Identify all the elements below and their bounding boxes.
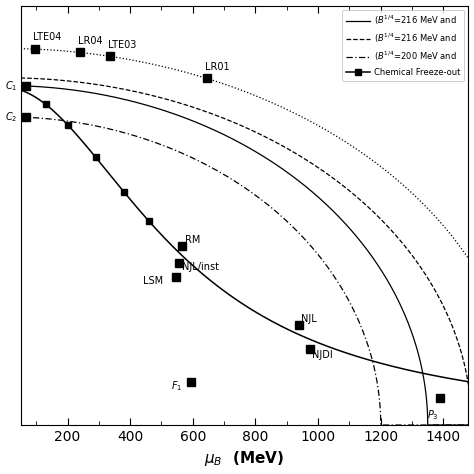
Text: NJDI: NJDI bbox=[312, 350, 333, 360]
Text: NJL/inst: NJL/inst bbox=[182, 262, 219, 272]
Text: $F_1$: $F_1$ bbox=[171, 379, 182, 393]
Legend: ($B^{1/4}$=216 MeV and, ($B^{1/4}$=216 MeV and, ($B^{1/4}$=200 MeV and, Chemical: ($B^{1/4}$=216 MeV and, ($B^{1/4}$=216 M… bbox=[342, 10, 464, 81]
Text: LR04: LR04 bbox=[79, 36, 103, 46]
Text: LTE04: LTE04 bbox=[33, 32, 62, 42]
Text: RM: RM bbox=[185, 236, 200, 246]
X-axis label: $\mu_B$  (MeV): $\mu_B$ (MeV) bbox=[204, 449, 284, 468]
Text: LSM: LSM bbox=[143, 276, 163, 286]
Text: $C_1$: $C_1$ bbox=[5, 79, 18, 93]
Text: $C_2$: $C_2$ bbox=[5, 110, 18, 124]
Text: LTE03: LTE03 bbox=[108, 40, 137, 50]
Text: NJL: NJL bbox=[301, 314, 317, 324]
Text: $P_3$: $P_3$ bbox=[427, 409, 439, 422]
Text: LR01: LR01 bbox=[205, 62, 230, 72]
